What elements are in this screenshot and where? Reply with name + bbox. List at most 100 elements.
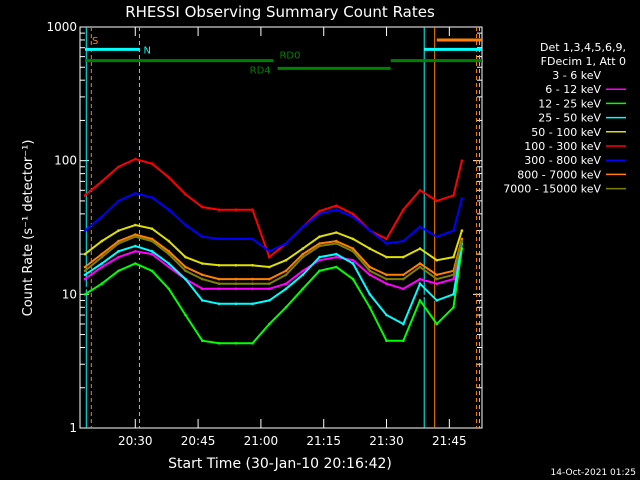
series-line [84,259,463,312]
series-point [167,287,171,291]
series-point [217,264,221,267]
series-point [268,277,271,281]
series-point [217,237,221,241]
series-point [150,227,154,230]
series-point [301,252,305,256]
series-point [100,277,104,281]
series-point [418,262,422,265]
series-point [402,277,405,281]
series-point [100,255,104,259]
series-point [318,258,321,262]
series-point [117,242,120,245]
series-point [251,208,254,211]
series-point [385,277,388,281]
series-point [184,313,187,317]
series-point [385,282,388,286]
series-point [351,277,355,281]
series-point [418,293,422,296]
series-line [84,192,463,253]
series-point [402,299,405,302]
series-point [318,244,321,248]
series-point [251,237,254,241]
series-point [460,229,464,232]
legend-entry-label: 7000 - 15000 keV [503,183,601,196]
series-point [402,239,405,243]
series-point [100,282,104,286]
series-point [284,299,288,302]
series-point [351,269,355,273]
series-point [368,229,372,232]
series-point [435,199,439,203]
series-point [234,302,238,306]
series-point [335,239,338,243]
series-point [385,313,388,317]
series-line [84,235,463,285]
series-point [167,262,171,265]
legend-entry-label: 50 - 100 keV [531,126,601,139]
series-point [184,269,187,273]
series-point [284,287,288,291]
series-point [460,197,464,200]
series-point [402,273,405,277]
series-point [251,282,254,286]
series-point [251,264,254,267]
series-point [418,282,422,286]
series-point [100,252,104,256]
legend-entry-label: 6 - 12 keV [545,83,601,96]
series-point [134,223,137,227]
series-point [100,265,104,269]
series-point [167,252,171,256]
series-point [268,282,271,286]
series-point [184,255,187,259]
y-tick-label: 1000 [46,20,77,34]
series-point [452,273,455,277]
series-point [335,262,338,265]
series-point [83,269,87,273]
series-point [418,265,422,269]
series-point [83,287,87,291]
series-point [234,277,238,281]
series-point [251,342,254,345]
series-point [385,237,388,241]
series-point [150,269,154,273]
series-point [301,255,305,259]
series-point [150,196,154,199]
legend-entry-label: 3 - 6 keV [552,69,601,82]
legend-entry-label: 800 - 7000 keV [517,168,601,181]
x-axis: 20:30 20:45 21:00 21:15 21:30 21:45 [118,27,467,448]
series-point [100,239,104,243]
series-point [234,237,238,241]
series-point [251,277,254,281]
series-point [452,306,455,309]
series-point [351,258,355,262]
series-point [301,269,305,273]
series-point [100,215,104,219]
series-point [268,322,271,326]
series-line [84,248,463,345]
legend-header-line: Det 1,3,4,5,6,9, [540,41,626,54]
series-point [301,282,305,286]
series-point [184,265,187,269]
series-line [84,248,463,290]
series-point [452,255,455,259]
series-lines [83,157,464,345]
series-point [217,277,221,281]
series-point [234,264,238,267]
series-point [83,252,87,256]
series-point [318,212,321,216]
series-point [301,287,305,291]
series-point [217,302,221,306]
series-point [368,269,372,273]
series-point [234,208,238,211]
x-tick-label: 21:30 [369,434,404,448]
x-tick-label: 21:00 [244,434,279,448]
series-point [385,242,388,245]
series-point [134,258,137,262]
series-point [460,237,464,241]
series-point [268,306,271,309]
series-point [335,255,338,259]
series-point [201,205,204,209]
y-axis: 1 10 100 1000 [46,20,482,435]
series-line [84,243,463,326]
